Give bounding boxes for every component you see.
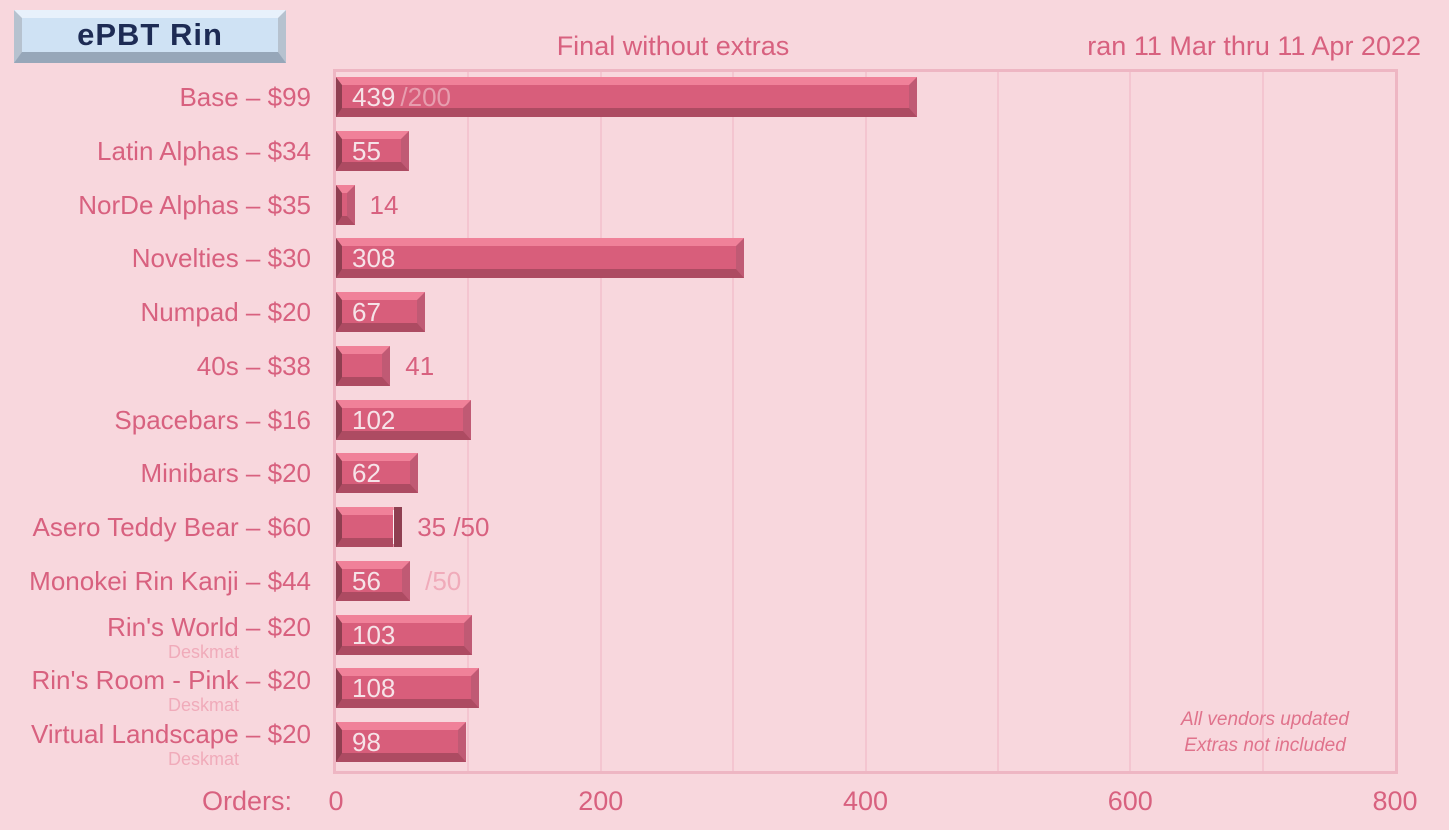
row-label: Numpad – $20 bbox=[0, 292, 311, 332]
tick-label: 800 bbox=[1372, 786, 1418, 816]
bar-right-cap bbox=[394, 507, 403, 548]
row-label: 40s – $38 bbox=[0, 346, 311, 386]
row-label: Minibars – $20 bbox=[0, 453, 311, 493]
bar-value: 56 bbox=[352, 561, 381, 601]
bar-value-text: 308 bbox=[352, 243, 396, 274]
row-label: Latin Alphas – $34 bbox=[0, 131, 311, 171]
row-label-text: Virtual Landscape – $20 bbox=[31, 719, 311, 750]
bar bbox=[336, 560, 411, 601]
bar-outside-text: 41 bbox=[405, 346, 434, 386]
tick-label: 600 bbox=[1107, 786, 1153, 816]
bar-value: 67 bbox=[352, 292, 381, 332]
row-label: Asero Teddy Bear – $60 bbox=[0, 507, 311, 547]
bar-value: 308 bbox=[352, 238, 395, 278]
bar-value: 102 bbox=[352, 400, 395, 440]
footnote-line-1: All vendors updated bbox=[1181, 709, 1349, 730]
logo-text: ePBT Rin bbox=[77, 17, 223, 52]
gridline bbox=[1261, 72, 1264, 771]
bar-value-text: 35 bbox=[417, 512, 447, 543]
bar-value-text: 108 bbox=[352, 673, 396, 704]
row-label-text: Rin's Room - Pink – $20 bbox=[31, 665, 311, 696]
row-label-text: Numpad – $20 bbox=[140, 297, 311, 328]
row-label: Rin's World – $20 Deskmat bbox=[0, 611, 311, 661]
bar-goal-text: /50 bbox=[425, 565, 462, 596]
logo-keycap: ePBT Rin bbox=[14, 10, 286, 63]
bar-value-text: 56 bbox=[352, 565, 381, 596]
bar-value-text: 62 bbox=[352, 458, 381, 489]
bar-value-text: 439 bbox=[352, 82, 396, 112]
gridline bbox=[599, 72, 602, 771]
tick-label: 0 bbox=[328, 786, 344, 816]
bar bbox=[336, 453, 419, 494]
bar bbox=[336, 668, 479, 709]
gridline bbox=[732, 72, 735, 771]
bar-outside-text: 14 bbox=[370, 185, 399, 225]
row-label-text: NorDe Alphas – $35 bbox=[78, 189, 311, 220]
bar-value: 55 bbox=[352, 131, 381, 171]
bar-value: 98 bbox=[352, 722, 381, 762]
bar-outside-text: 35 /50 bbox=[417, 507, 489, 547]
tick-label: 400 bbox=[842, 786, 889, 816]
bar-fill bbox=[336, 507, 394, 548]
row-label: Spacebars – $16 bbox=[0, 400, 311, 440]
bar bbox=[336, 238, 744, 279]
row-label: Monokei Rin Kanji – $44 bbox=[0, 561, 311, 601]
row-label-text: Minibars – $20 bbox=[140, 458, 311, 489]
bar-value-text: 41 bbox=[405, 350, 435, 381]
row-label-text: Spacebars – $16 bbox=[114, 404, 311, 435]
row-label-text: Latin Alphas – $34 bbox=[97, 135, 311, 166]
bar-outside-text: /50 bbox=[425, 561, 461, 601]
bar-value-text: 14 bbox=[369, 189, 399, 220]
row-sublabel: Deskmat bbox=[167, 641, 239, 662]
date-range: ran 11 Mar thru 11 Apr 2022 bbox=[1087, 31, 1421, 61]
row-sublabel: Deskmat bbox=[167, 695, 239, 716]
row-label: Base – $99 bbox=[0, 77, 311, 117]
bar bbox=[336, 507, 403, 548]
row-label-text: Rin's World – $20 bbox=[107, 611, 311, 642]
row-label-text: 40s – $38 bbox=[196, 350, 311, 381]
footnote-line-2: Extras not included bbox=[1184, 735, 1346, 756]
bar bbox=[336, 722, 466, 763]
row-sublabel: Deskmat bbox=[167, 749, 239, 770]
row-label-text: Monokei Rin Kanji – $44 bbox=[29, 565, 311, 596]
bar-value-text: 55 bbox=[352, 135, 381, 166]
bar-value: 108 bbox=[352, 668, 395, 708]
plot-area: 439/200 55 14 308 67 41 102 62 35 /50 56/50 103 108… bbox=[333, 69, 1398, 774]
row-label-text: Asero Teddy Bear – $60 bbox=[32, 512, 311, 543]
bar-value: 62 bbox=[352, 453, 381, 493]
row-label: Virtual Landscape – $20 Deskmat bbox=[0, 718, 311, 768]
bar-value-text: 103 bbox=[352, 619, 396, 650]
x-axis-title: Orders: bbox=[201, 786, 292, 816]
bar-value-text: 67 bbox=[352, 297, 381, 328]
bar-goal-text: /50 bbox=[446, 512, 490, 543]
bar-value-text: 98 bbox=[352, 727, 381, 758]
chart-title: Final without extras bbox=[556, 31, 790, 61]
row-label: Novelties – $30 bbox=[0, 238, 311, 278]
bar-goal-text: /200 bbox=[400, 82, 451, 112]
row-label: Rin's Room - Pink – $20 Deskmat bbox=[0, 664, 311, 714]
bar bbox=[336, 614, 473, 655]
footnote: All vendors updated Extras not included bbox=[1130, 707, 1400, 759]
bar-value-text: 102 bbox=[352, 404, 396, 435]
bar bbox=[336, 292, 425, 333]
row-label-text: Novelties – $30 bbox=[131, 243, 311, 274]
gridline bbox=[864, 72, 867, 771]
bar bbox=[336, 77, 918, 117]
row-label-text: Base – $99 bbox=[179, 82, 311, 112]
bar bbox=[336, 130, 409, 171]
bar bbox=[336, 184, 355, 225]
bar-unfilled bbox=[393, 507, 395, 548]
bar bbox=[336, 399, 472, 440]
bar-value: 103 bbox=[352, 615, 395, 655]
tick-label: 200 bbox=[578, 786, 624, 816]
bar-value: 439/200 bbox=[352, 77, 451, 117]
row-label: NorDe Alphas – $35 bbox=[0, 185, 311, 225]
bar bbox=[336, 345, 391, 386]
gridline bbox=[996, 72, 999, 771]
gridline bbox=[1129, 72, 1132, 771]
